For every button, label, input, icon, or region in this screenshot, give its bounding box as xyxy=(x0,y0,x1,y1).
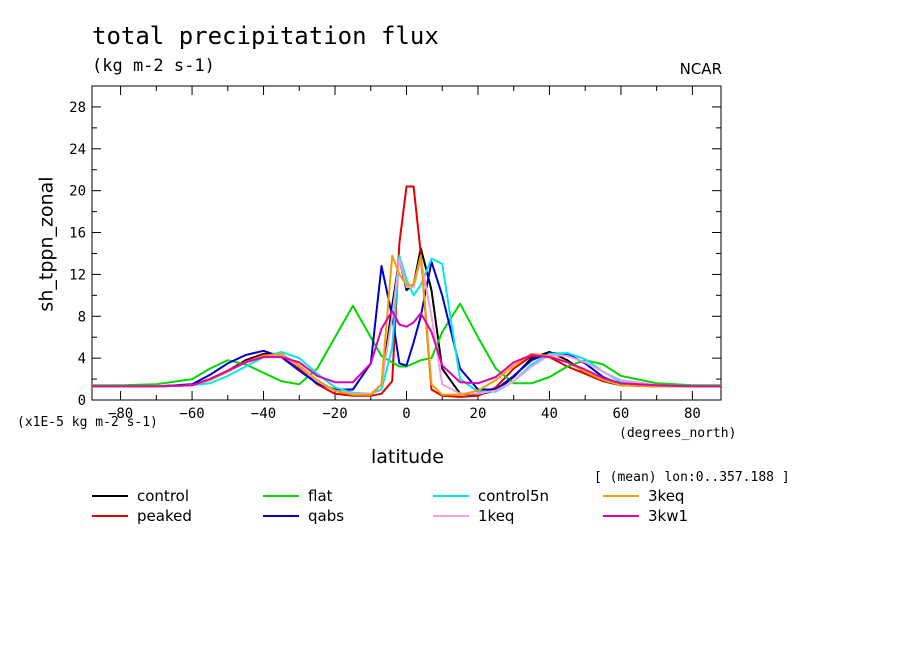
legend-label-peaked: peaked xyxy=(137,507,192,525)
x-tick-label: −60 xyxy=(179,406,204,422)
series-line-control xyxy=(92,247,721,396)
plot-frame xyxy=(91,85,722,401)
x-tick-label: 60 xyxy=(613,406,630,422)
x-axis-units: (degrees_north) xyxy=(619,426,737,441)
y-tick-label: 4 xyxy=(78,351,86,367)
legend-label-control5n: control5n xyxy=(478,487,549,505)
y-tick-label: 24 xyxy=(69,142,86,158)
y-tick-label: 12 xyxy=(69,267,86,283)
series-line-control5n xyxy=(92,254,721,395)
x-tick-label: 0 xyxy=(402,406,410,422)
longitude-mean-note: [ (mean) lon:0..357.188 ] xyxy=(594,470,790,485)
x-axis-label: latitude xyxy=(371,446,444,468)
legend-label-flat: flat xyxy=(308,487,333,505)
chart-units: (kg m-2 s-1) xyxy=(92,56,215,76)
series-line-3kw1 xyxy=(92,310,721,388)
credit-label: NCAR xyxy=(679,60,722,78)
x-tick-label: 40 xyxy=(541,406,558,422)
y-tick-label: 8 xyxy=(78,309,86,325)
x-tick-label: −20 xyxy=(322,406,347,422)
y-scale-note: (x1E-5 kg m-2 s-1) xyxy=(17,415,158,430)
legend-label-3keq: 3keq xyxy=(648,487,684,505)
x-tick-label: 80 xyxy=(684,406,701,422)
chart-title: total precipitation flux xyxy=(92,22,439,50)
y-tick-label: 16 xyxy=(69,226,86,242)
legend-label-3kw1: 3kw1 xyxy=(648,507,688,525)
x-tick-label: −80 xyxy=(108,406,133,422)
x-tick-label: 20 xyxy=(470,406,487,422)
y-tick-label: 0 xyxy=(78,393,86,409)
y-tick-label: 20 xyxy=(69,184,86,200)
x-tick-label: −40 xyxy=(251,406,276,422)
legend-label-1keq: 1keq xyxy=(478,507,514,525)
legend-label-qabs: qabs xyxy=(308,507,344,525)
series-line-flat xyxy=(92,302,721,387)
y-tick-label: 28 xyxy=(69,100,86,116)
legend-label-control: control xyxy=(137,487,189,505)
